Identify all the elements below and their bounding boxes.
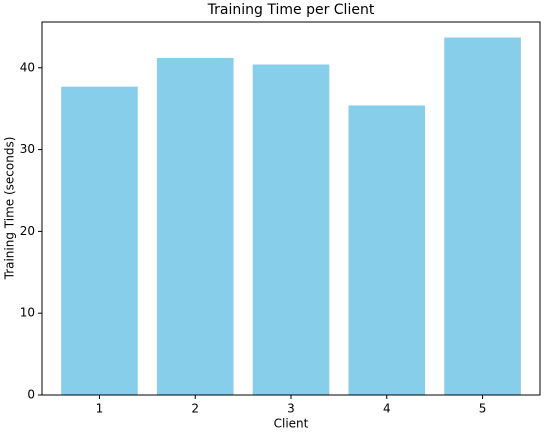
- chart-title: Training Time per Client: [207, 2, 375, 18]
- x-tick-label: 1: [96, 402, 104, 416]
- bar: [61, 86, 138, 396]
- x-axis-label: Client: [274, 417, 309, 431]
- y-tick-label: 40: [20, 60, 35, 74]
- bar: [156, 57, 234, 396]
- bar: [252, 64, 330, 395]
- x-tick-label: 3: [287, 402, 295, 416]
- plot-frame: [41, 21, 541, 396]
- y-axis-label: Training Time (seconds): [3, 137, 17, 281]
- bar: [348, 105, 426, 396]
- x-tick-label: 5: [479, 402, 487, 416]
- y-tick-label: 20: [20, 224, 35, 238]
- y-tick-label: 0: [27, 388, 35, 402]
- y-tick-label: 10: [20, 306, 35, 320]
- y-tick-label: 30: [20, 142, 35, 156]
- bar: [444, 37, 521, 396]
- x-tick-label: 4: [383, 402, 391, 416]
- x-tick-label: 2: [191, 402, 199, 416]
